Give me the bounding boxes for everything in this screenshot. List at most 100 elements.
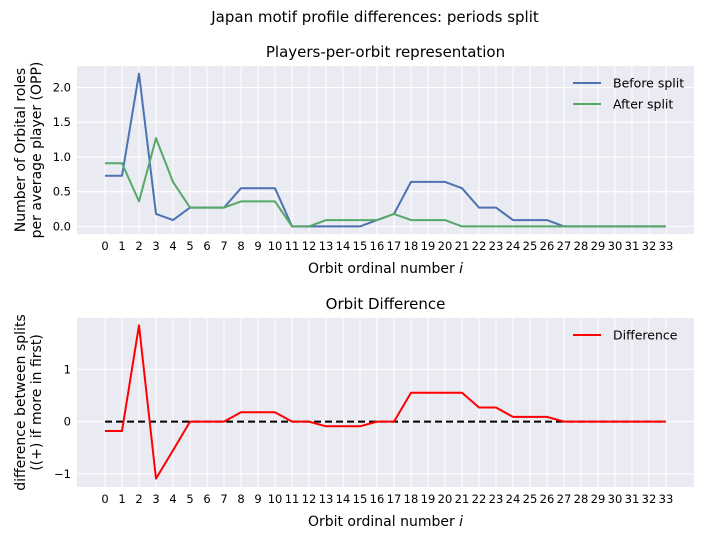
legend-label: Difference [613, 328, 678, 343]
y-tick-label: 1.5 [53, 115, 71, 129]
x-tick-label: 31 [625, 239, 640, 253]
legend-difference: Difference [573, 328, 678, 343]
series-line [105, 324, 666, 480]
x-tick-label: 24 [506, 239, 521, 253]
x-tick-label: 23 [489, 239, 504, 253]
y-tick-label: 0.0 [53, 219, 71, 233]
x-tick-label: 15 [353, 492, 368, 506]
x-tick-label: 33 [659, 492, 674, 506]
x-tick-label: 25 [523, 239, 538, 253]
y-ticks-difference: −1 0 1 [54, 362, 71, 481]
x-tick-label: 0 [101, 492, 108, 506]
grid-profiles [77, 66, 694, 234]
figure-suptitle: Japan motif profile differences: periods… [210, 8, 539, 26]
x-tick-label: 0 [101, 239, 108, 253]
x-tick-label: 31 [625, 492, 640, 506]
x-axis-label-text: Orbit ordinal number [308, 261, 455, 277]
x-axis-label-italic: i [459, 261, 463, 277]
legend-profiles: Before split After split [573, 76, 684, 112]
chart-panel-difference: 0 1 2 3 4 5 6 7 8 9 10 11 12 13 14 15 16 17 18 19 20 21 22 23 24… [13, 295, 694, 530]
x-tick-label: 19 [421, 239, 436, 253]
x-tick-label: 17 [387, 492, 402, 506]
x-tick-label: 20 [438, 239, 453, 253]
x-tick-label: 30 [608, 492, 623, 506]
x-tick-label: 3 [152, 239, 159, 253]
y-axis-label-line: Number of Orbital roles [13, 68, 29, 232]
y-axis-label-profiles: Number of Orbital rolesper average playe… [13, 62, 45, 239]
x-tick-label: 29 [591, 492, 606, 506]
x-tick-label: 6 [203, 492, 210, 506]
x-tick-label: 28 [574, 492, 589, 506]
y-ticks-profiles: 0.0 0.5 1.0 1.5 2.0 [53, 81, 71, 234]
x-tick-label: 29 [591, 239, 606, 253]
plot-area-difference [77, 318, 694, 487]
x-tick-label: 9 [254, 239, 261, 253]
y-axis-label-line: difference between splits [13, 314, 29, 490]
x-tick-label: 26 [540, 492, 555, 506]
x-tick-label: 20 [438, 492, 453, 506]
x-tick-label: 11 [285, 492, 300, 506]
x-tick-label: 23 [489, 492, 504, 506]
x-tick-label: 18 [404, 492, 419, 506]
x-tick-label: 27 [557, 492, 572, 506]
chart-title-profiles: Players-per-orbit representation [266, 43, 505, 61]
series-line [105, 137, 666, 228]
x-tick-label: 8 [237, 239, 244, 253]
plot-area-profiles [77, 66, 694, 234]
x-axis-label-difference: Orbit ordinal number i [308, 514, 463, 530]
y-axis-label-difference: difference between splits((+) if more in… [13, 314, 45, 490]
x-tick-label: 18 [404, 239, 419, 253]
x-tick-label: 5 [186, 239, 193, 253]
x-tick-label: 10 [268, 239, 283, 253]
y-tick-label: 0.5 [53, 185, 71, 199]
x-tick-label: 5 [186, 492, 193, 506]
x-tick-label: 1 [118, 239, 125, 253]
x-tick-label: 22 [472, 492, 487, 506]
x-tick-label: 13 [319, 492, 334, 506]
x-axis-label-text: Orbit ordinal number [308, 514, 455, 530]
y-tick-label: 2.0 [53, 81, 71, 95]
x-tick-label: 25 [523, 492, 538, 506]
x-tick-label: 8 [237, 492, 244, 506]
x-tick-label: 33 [659, 239, 674, 253]
x-tick-label: 27 [557, 239, 572, 253]
x-tick-label: 7 [220, 239, 227, 253]
chart-panel-profiles: 0 1 2 3 4 5 6 7 8 9 10 11 12 13 14 15 16 17 18 19 20 21 22 23 24… [13, 43, 694, 277]
x-tick-label: 16 [370, 492, 385, 506]
x-tick-label: 10 [268, 492, 283, 506]
x-tick-label: 12 [302, 239, 317, 253]
x-tick-label: 4 [169, 492, 176, 506]
x-tick-label: 28 [574, 239, 589, 253]
x-tick-label: 30 [608, 239, 623, 253]
y-tick-label: 1 [64, 362, 71, 376]
x-tick-label: 1 [118, 492, 125, 506]
x-tick-label: 13 [319, 239, 334, 253]
x-tick-label: 9 [254, 492, 261, 506]
x-tick-label: 32 [642, 239, 657, 253]
x-tick-label: 3 [152, 492, 159, 506]
x-ticks-profiles: 0 1 2 3 4 5 6 7 8 9 10 11 12 13 14 15 16 17 18 19 20 21 22 23 24… [101, 239, 673, 253]
x-tick-label: 15 [353, 239, 368, 253]
y-tick-label: 0 [64, 415, 71, 429]
x-tick-label: 17 [387, 239, 402, 253]
x-tick-label: 24 [506, 492, 521, 506]
x-tick-label: 21 [455, 239, 470, 253]
x-tick-label: 14 [336, 239, 351, 253]
x-tick-label: 19 [421, 492, 436, 506]
y-tick-label: 1.0 [53, 150, 71, 164]
x-ticks-difference: 0 1 2 3 4 5 6 7 8 9 10 11 12 13 14 15 16 17 18 19 20 21 22 23 24… [101, 492, 673, 506]
x-tick-label: 22 [472, 239, 487, 253]
x-tick-label: 16 [370, 239, 385, 253]
x-tick-label: 14 [336, 492, 351, 506]
x-axis-label-italic: i [459, 514, 463, 530]
x-tick-label: 2 [135, 239, 142, 253]
x-tick-label: 26 [540, 239, 555, 253]
x-axis-label-profiles: Orbit ordinal number i [308, 261, 463, 277]
x-tick-label: 12 [302, 492, 317, 506]
x-tick-label: 2 [135, 492, 142, 506]
x-tick-label: 11 [285, 239, 300, 253]
legend-label: Before split [613, 76, 684, 91]
y-axis-label-line: per average player (OPP) [29, 62, 45, 239]
x-tick-label: 32 [642, 492, 657, 506]
